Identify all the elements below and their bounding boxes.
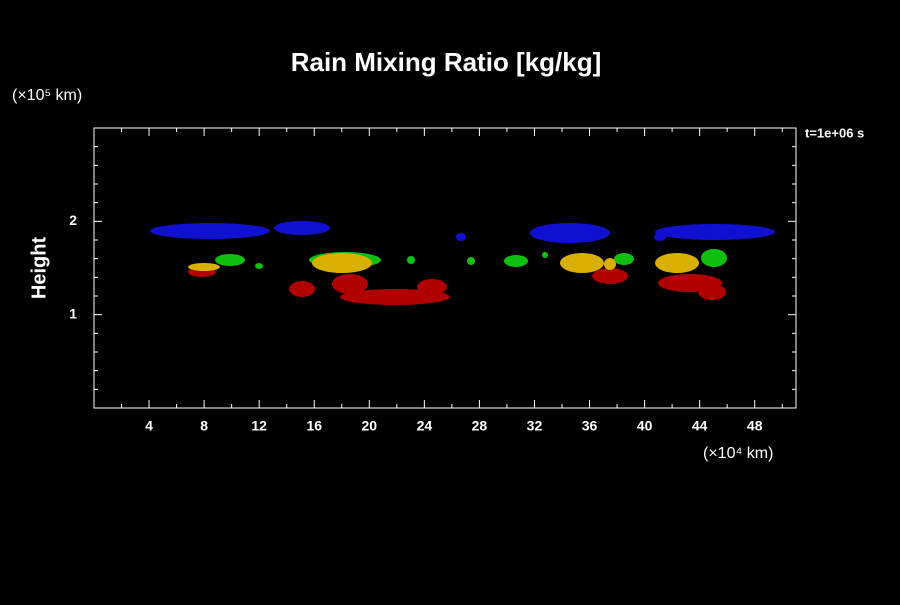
plot-frame bbox=[93, 127, 797, 409]
x-tick-label: 40 bbox=[637, 418, 653, 434]
y-units: (×10⁵ km) bbox=[12, 87, 82, 104]
x-units: (×10⁴ km) bbox=[703, 445, 773, 462]
annotation: t=1e+06 s bbox=[805, 125, 864, 140]
x-tick-label: 24 bbox=[417, 418, 433, 434]
x-tick-label: 36 bbox=[582, 418, 598, 434]
y-tick-label: 2 bbox=[69, 212, 77, 228]
x-tick-label: 48 bbox=[747, 418, 763, 434]
x-tick-label: 4 bbox=[145, 418, 153, 434]
blue-region bbox=[150, 221, 775, 243]
x-tick-label: 16 bbox=[306, 418, 322, 434]
x-tick-label: 8 bbox=[200, 418, 208, 434]
green-region bbox=[215, 249, 727, 269]
y-axis-label: Height bbox=[28, 237, 50, 300]
x-tick-label: 12 bbox=[251, 418, 267, 434]
x-tick-label: 20 bbox=[362, 418, 378, 434]
x-tick-label: 44 bbox=[692, 418, 708, 434]
chart-title: Rain Mixing Ratio [kg/kg] bbox=[291, 47, 602, 77]
yellow-region bbox=[188, 253, 699, 273]
x-tick-label: 32 bbox=[527, 418, 543, 434]
red-region bbox=[188, 267, 726, 305]
x-tick-label: 28 bbox=[472, 418, 488, 434]
y-tick-label: 1 bbox=[69, 305, 77, 321]
rain-regions bbox=[150, 221, 775, 305]
